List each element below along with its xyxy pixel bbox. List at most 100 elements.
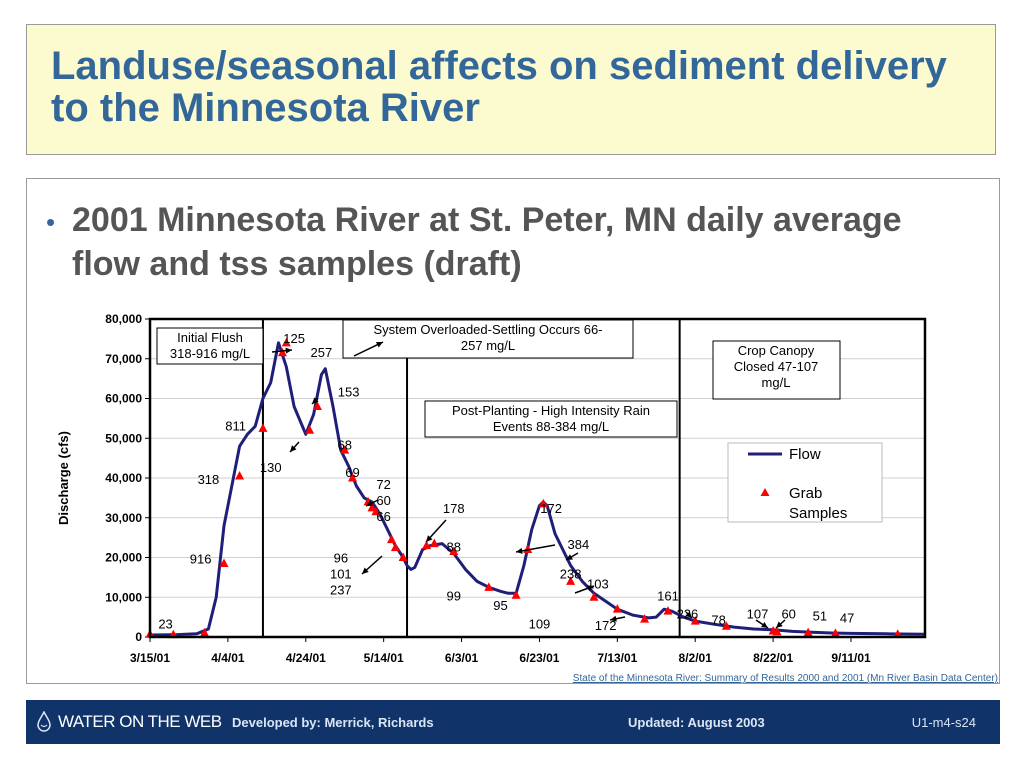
tss-value-label: 96 (334, 551, 348, 566)
tss-value-label: 51 (813, 608, 827, 623)
grab-sample-marker (663, 606, 673, 615)
annotation-text-crop-canopy: mg/L (762, 375, 791, 390)
water-on-the-web-logo[interactable]: WATER ON THE WEB (36, 710, 222, 734)
tss-value-label: 125 (283, 331, 305, 346)
annotation-arrow-head (376, 341, 383, 348)
annotation-arrow-head (516, 547, 523, 554)
tss-value-label: 78 (711, 612, 725, 627)
y-tick-label: 0 (135, 630, 142, 644)
annotation-arrow-head (362, 567, 369, 574)
x-tick-label: 8/2/01 (679, 651, 713, 665)
grab-sample-marker (277, 347, 287, 357)
grab-sample-marker (589, 592, 599, 601)
x-tick-label: 6/23/01 (519, 651, 559, 665)
tss-value-label: 103 (587, 577, 609, 592)
tss-value-label: 69 (345, 465, 359, 480)
x-tick-label: 6/3/01 (445, 651, 479, 665)
tss-value-label: 318 (198, 472, 220, 487)
grab-sample-marker (640, 614, 650, 623)
annotation-arrow-head (685, 611, 692, 618)
annotation-text-initial-flush: 318-916 mg/L (170, 346, 250, 361)
tss-value-label: 60 (781, 606, 795, 621)
grab-sample-marker (511, 590, 521, 599)
tss-value-label: 60 (376, 493, 390, 508)
annotation-text-overloaded: 257 mg/L (461, 338, 515, 353)
tss-value-label: 916 (190, 551, 212, 566)
flow-series-line (149, 341, 926, 637)
grab-sample-marker (772, 626, 782, 636)
tss-value-label: 68 (337, 437, 351, 452)
grab-sample-marker (235, 471, 245, 480)
tss-value-label: 23 (158, 616, 172, 631)
tss-value-label: 237 (330, 582, 352, 597)
x-tick-label: 4/24/01 (286, 651, 326, 665)
tss-value-label: 47 (840, 610, 854, 625)
legend-label-flow: Flow (789, 446, 821, 463)
grab-sample-marker (721, 621, 731, 630)
logo-text: WATER ON THE WEB (58, 712, 222, 731)
annotation-arrow-head (290, 445, 297, 452)
grab-sample-marker (305, 425, 315, 434)
grab-sample-marker (566, 576, 576, 585)
y-axis-label: Discharge (cfs) (56, 431, 71, 525)
grab-sample-marker (371, 506, 381, 516)
slide-title: Landuse/seasonal affects on sediment del… (51, 44, 947, 130)
annotation-text-overloaded: System Overloaded-Settling Occurs 66- (373, 322, 602, 337)
grab-sample-marker (484, 582, 494, 591)
grab-sample-marker (803, 627, 813, 637)
annotation-text-post-planting: Post-Planting - High Intensity Rain (452, 403, 650, 418)
tss-value-label: 99 (447, 588, 461, 603)
footer-slide-code: U1-m4-s24 (911, 715, 976, 730)
tss-value-label: 107 (747, 606, 769, 621)
annotation-text-crop-canopy: Crop Canopy (738, 343, 815, 358)
grab-sample-marker (312, 401, 322, 410)
grab-sample-marker (612, 604, 622, 613)
legend-label-grab: Grab (789, 485, 822, 502)
grab-sample-marker (398, 552, 408, 561)
water-drop-icon (37, 711, 51, 732)
y-tick-label: 60,000 (105, 392, 142, 406)
grab-sample-marker (258, 423, 268, 432)
grab-sample-marker (340, 445, 350, 454)
source-credit-link[interactable]: State of the Minnesota River: Summary of… (572, 673, 998, 684)
tss-value-label: 811 (225, 418, 246, 433)
grab-sample-marker (422, 540, 432, 550)
annotation-box-initial-flush (156, 327, 264, 365)
tss-value-label: 161 (657, 588, 679, 603)
tss-value-label: 101 (330, 567, 352, 582)
tss-value-label: 153 (338, 385, 360, 400)
annotation-box-crop-canopy (712, 340, 841, 400)
annotation-arrow-head (426, 535, 433, 542)
grab-sample-marker (348, 473, 358, 482)
annotation-arrow-head (776, 621, 783, 628)
x-tick-label: 7/13/01 (597, 651, 637, 665)
tss-value-label: 130 (260, 460, 282, 475)
annotation-arrow-head (366, 500, 373, 506)
grab-sample-marker (367, 502, 377, 512)
y-tick-label: 10,000 (105, 590, 142, 604)
footer-updated: Updated: August 2003 (628, 715, 765, 730)
tss-value-label: 109 (529, 616, 551, 631)
bullet-icon: • (46, 207, 56, 237)
footer-bar: WATER ON THE WEB Developed by: Merrick, … (26, 700, 1000, 744)
y-tick-label: 70,000 (105, 352, 142, 366)
title-box: Landuse/seasonal affects on sediment del… (26, 24, 996, 155)
tss-value-label: 257 (311, 345, 333, 360)
y-tick-label: 40,000 (105, 471, 142, 485)
grab-sample-marker (390, 542, 400, 552)
annotation-box-post-planting (424, 400, 678, 438)
annotation-arrow-head (610, 615, 617, 622)
grab-sample-marker (449, 546, 459, 556)
annotation-text-post-planting: Events 88-384 mg/L (493, 419, 609, 434)
annotation-text-crop-canopy: Closed 47-107 (734, 359, 819, 374)
grab-sample-marker (429, 538, 439, 548)
tss-value-label: 172 (595, 618, 617, 633)
tss-value-label: 238 (560, 567, 582, 582)
grab-sample-marker (538, 498, 548, 508)
annotation-box-overloaded (342, 319, 634, 359)
tss-value-label: 95 (493, 598, 507, 613)
y-tick-label: 80,000 (105, 312, 142, 326)
y-tick-label: 30,000 (105, 511, 142, 525)
x-tick-label: 8/22/01 (753, 651, 793, 665)
